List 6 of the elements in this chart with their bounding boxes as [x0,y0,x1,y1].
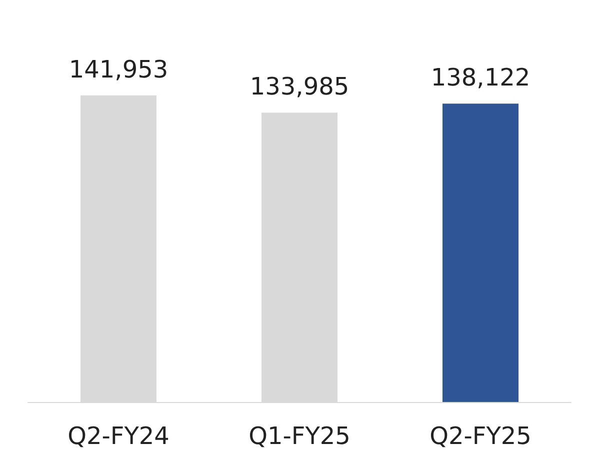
data-label: 138,122 [430,64,530,92]
data-label: 133,985 [250,72,350,101]
x-tick-label: Q2-FY25 [430,422,532,450]
data-label: 141,953 [68,55,168,84]
x-tick-label: Q2-FY24 [68,422,170,450]
x-tick-label: Q1-FY25 [248,422,350,450]
